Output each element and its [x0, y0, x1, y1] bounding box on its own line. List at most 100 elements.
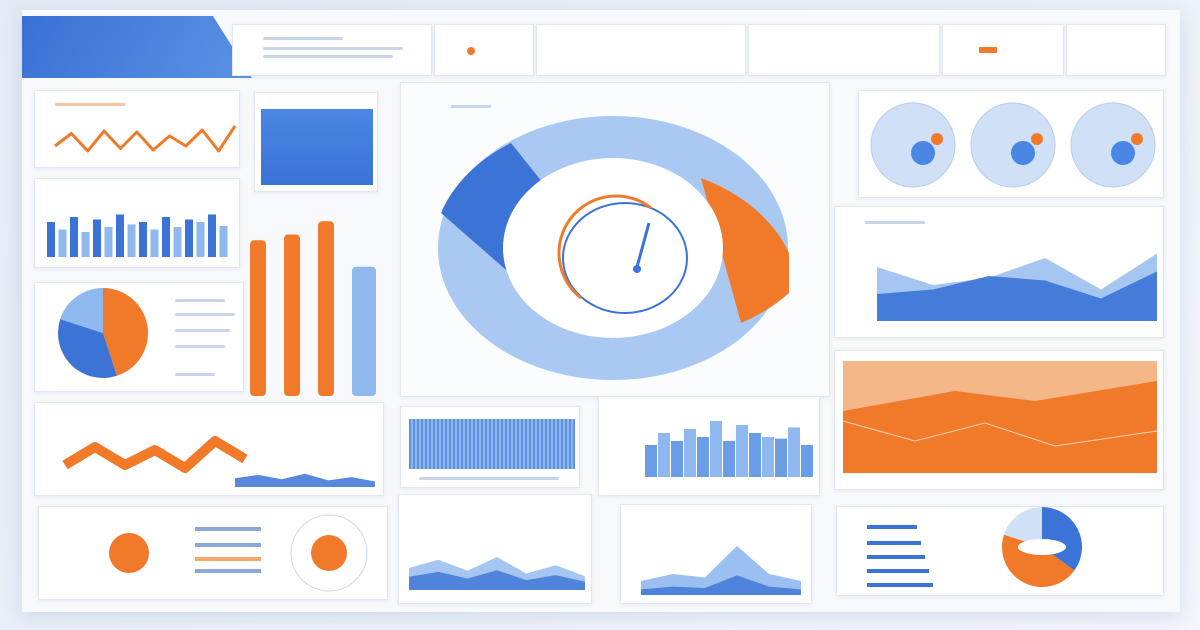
- bar: [723, 441, 735, 477]
- circle-indicators-panel[interactable]: [858, 90, 1164, 198]
- legend-bar: [195, 557, 261, 561]
- donut-chart: [867, 507, 1082, 587]
- bar: [173, 227, 182, 257]
- bar-chart: [47, 214, 228, 257]
- kpi-card-2[interactable]: [536, 24, 746, 76]
- donut-hole: [1018, 539, 1066, 555]
- circle-indicator: [970, 102, 1056, 188]
- indicator-accent: [931, 133, 943, 145]
- zigzag-series: [62, 436, 248, 473]
- circle-indicator: [870, 102, 956, 188]
- gauge-orange-segment: [701, 178, 789, 323]
- tall-bar-chart: [250, 221, 376, 396]
- indicator-dot: [911, 141, 935, 165]
- kpi-card-4[interactable]: [942, 24, 1064, 76]
- gauge-arc: [557, 194, 652, 300]
- bar: [58, 229, 67, 257]
- bar: [749, 433, 761, 477]
- bar: [697, 437, 709, 477]
- pie-panel[interactable]: [34, 282, 244, 392]
- indicator-dot: [1111, 141, 1135, 165]
- circle-indicators: [870, 102, 1156, 188]
- bar: [150, 229, 159, 257]
- area-chart-panel[interactable]: [834, 206, 1164, 338]
- area-series-2: [877, 271, 1157, 321]
- peak-panel[interactable]: [620, 504, 812, 604]
- legend-bar: [195, 569, 261, 573]
- wave-area-chart: [409, 557, 585, 590]
- tall-bar: [318, 221, 334, 396]
- panel-title-bar: [451, 105, 491, 108]
- kpi-card-5[interactable]: [1066, 24, 1166, 76]
- indicator-accent: [1131, 133, 1143, 145]
- peak-area-1: [641, 546, 801, 595]
- dashboard-board: [22, 10, 1180, 612]
- bar: [47, 222, 55, 257]
- donut-slice-2: [1003, 507, 1042, 547]
- legend-bar: [867, 525, 917, 529]
- orange-blob: [109, 533, 149, 573]
- header-info-card: [232, 24, 432, 76]
- orange-blob: [311, 535, 347, 571]
- gauge-inner-disc: [503, 158, 723, 338]
- orange-area-panel[interactable]: [834, 350, 1164, 490]
- area-chart: [865, 221, 1157, 321]
- blue-card-panel[interactable]: [254, 92, 378, 192]
- header-banner: [22, 16, 252, 78]
- chart-title-bar: [865, 221, 925, 224]
- main-gauge-panel[interactable]: [400, 82, 830, 397]
- bar: [775, 438, 787, 477]
- circle-indicator: [1070, 102, 1156, 188]
- heatmap-panel[interactable]: [400, 406, 580, 488]
- legend-bar: [195, 543, 261, 547]
- donut-slice-0: [1042, 507, 1082, 571]
- pie-slice-1: [58, 319, 117, 378]
- chart-title-bar: [55, 103, 125, 106]
- pie-chart: [58, 288, 148, 378]
- peak-area-chart: [641, 546, 801, 595]
- bar: [127, 224, 136, 257]
- legend-bar: [195, 527, 261, 531]
- bar: [196, 222, 205, 257]
- bar: [81, 232, 90, 257]
- pie-slice-2: [60, 288, 103, 333]
- mid-bar-panel[interactable]: [598, 396, 820, 496]
- bar: [139, 222, 147, 257]
- legend-bar: [867, 541, 921, 545]
- line-series: [54, 125, 237, 153]
- ring: [290, 514, 368, 592]
- radial-gauge: [438, 105, 789, 380]
- kpi-card-3[interactable]: [748, 24, 940, 76]
- bar-chart-panel[interactable]: [34, 178, 240, 268]
- peak-area-2: [641, 575, 801, 595]
- tall-bar: [284, 234, 300, 396]
- legend-bar: [867, 583, 933, 587]
- orange-blob-panel[interactable]: [38, 506, 388, 600]
- bar: [645, 445, 657, 477]
- kpi-card-1[interactable]: [434, 24, 534, 76]
- bar: [208, 214, 216, 257]
- tall-bar: [250, 240, 266, 396]
- orange-area-highlight: [843, 361, 1157, 411]
- orange-trend-line: [842, 420, 1158, 447]
- tall-bar: [352, 266, 376, 396]
- mountain-panel[interactable]: [398, 494, 592, 604]
- zigzag-panel[interactable]: [34, 402, 384, 496]
- bar: [801, 445, 813, 477]
- line-chart: [54, 103, 237, 153]
- bar: [93, 219, 101, 257]
- indicator-dot: [1011, 141, 1035, 165]
- indicator-accent: [1031, 133, 1043, 145]
- mid-bar-chart: [645, 421, 813, 477]
- bar: [162, 217, 170, 257]
- gauge-needle: [635, 222, 651, 268]
- bar: [658, 433, 670, 477]
- legend-bar: [867, 555, 925, 559]
- zigzag-chart: [62, 436, 375, 487]
- blue-wave: [235, 473, 375, 487]
- bar: [788, 427, 800, 477]
- line-chart-panel[interactable]: [34, 90, 240, 168]
- gauge-hub: [633, 265, 641, 273]
- bar: [219, 226, 228, 257]
- donut-panel[interactable]: [836, 506, 1164, 596]
